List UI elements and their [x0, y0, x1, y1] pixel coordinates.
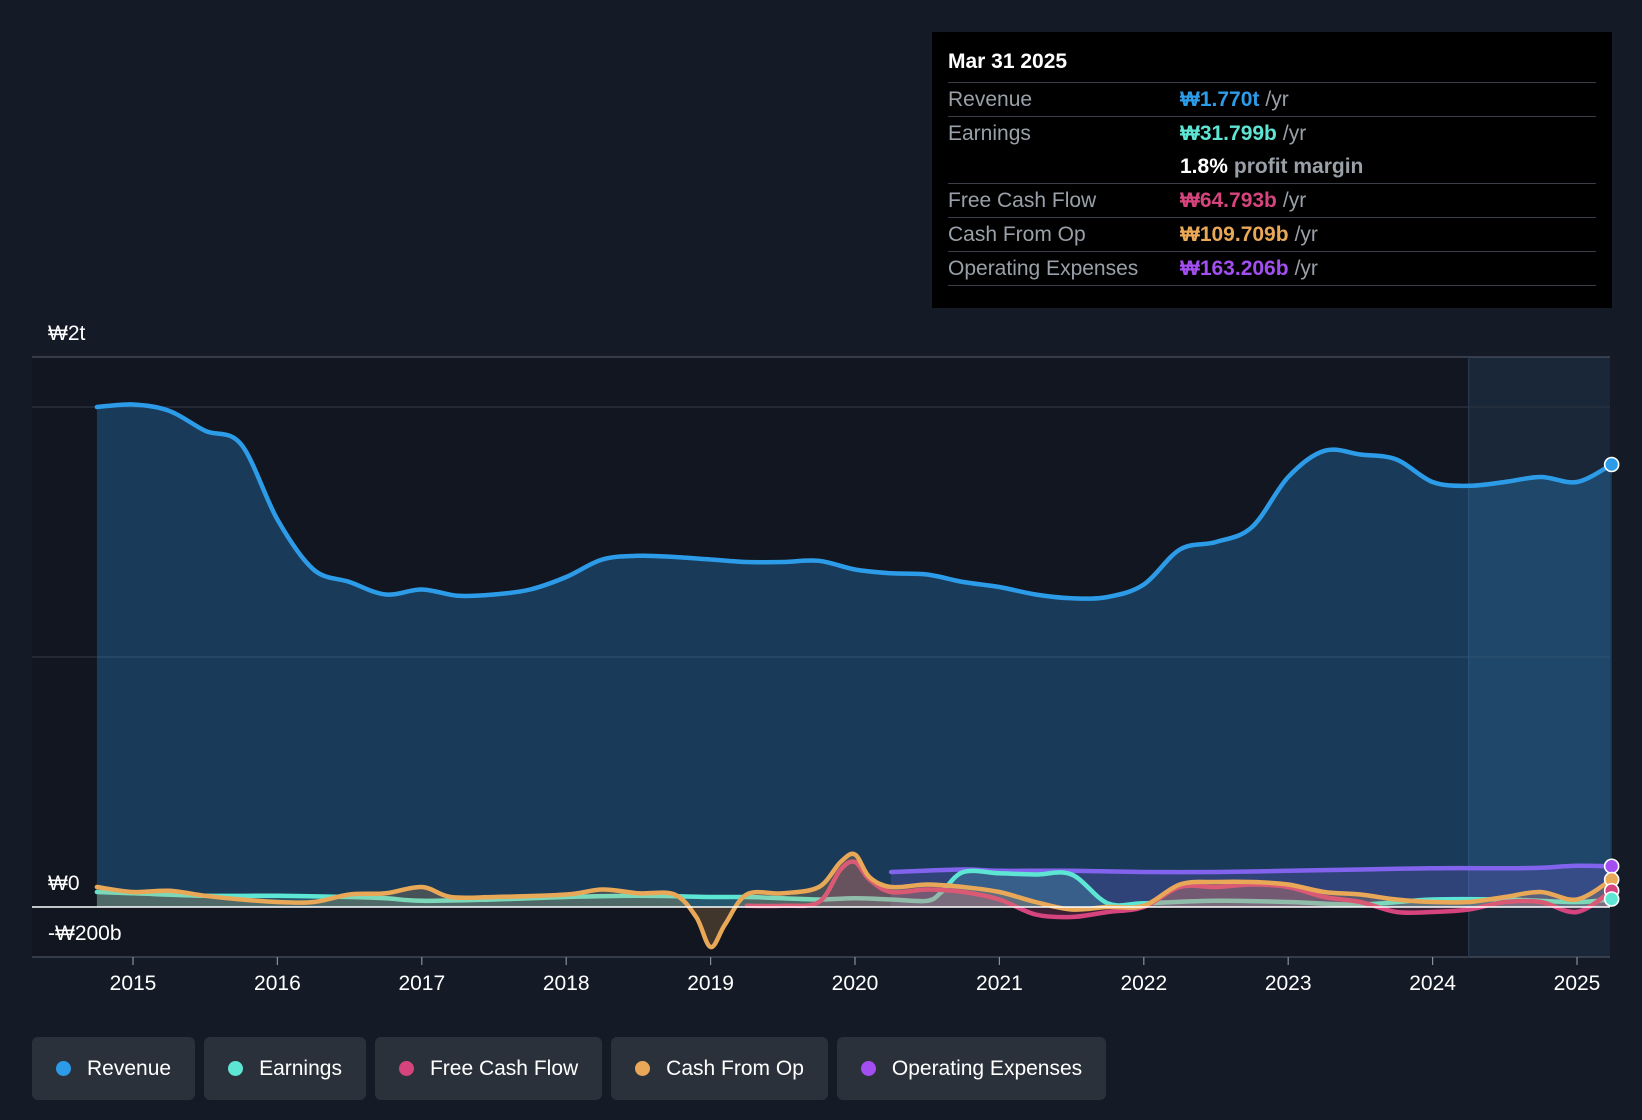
tooltip-unit: /yr [1265, 88, 1289, 111]
cash-from-op-area [96, 853, 1612, 948]
legend-item-earnings[interactable]: Earnings [204, 1037, 366, 1100]
revenue-area [96, 404, 1612, 907]
tooltip-row-free-cash-flow: Free Cash Flow ₩64.793b /yr [948, 184, 1596, 218]
operating-expenses-end-marker [1603, 858, 1620, 875]
x-tick-label: 2022 [1120, 972, 1167, 995]
cash-from-op-line [94, 851, 1614, 950]
legend-label: Operating Expenses [891, 1056, 1083, 1080]
revenue-end-marker [1603, 456, 1620, 473]
legend-label: Cash From Op [666, 1056, 804, 1080]
legend-dot-icon [228, 1061, 244, 1076]
series-layer [32, 402, 1620, 950]
x-tick-label: 2024 [1409, 972, 1456, 995]
x-tick-label: 2016 [254, 972, 301, 995]
tooltip-label: Cash From Op [948, 223, 1086, 246]
legend-dot-icon [56, 1061, 71, 1076]
tooltip-unit: /yr [1282, 189, 1307, 212]
tooltip-value: ₩1.770t [1180, 88, 1260, 111]
legend-item-operating-expenses[interactable]: Operating Expenses [836, 1037, 1107, 1100]
tooltip-row-revenue: Revenue ₩1.770t /yr [948, 83, 1596, 117]
y-tick-label: ₩2t [48, 322, 86, 345]
x-tick-label: 2015 [110, 972, 157, 995]
tooltip-unit: /yr [1282, 122, 1307, 145]
x-tick-label: 2021 [976, 972, 1023, 995]
y-tick-label: -₩200b [48, 922, 122, 945]
legend-dot-icon [635, 1061, 651, 1076]
tooltip-row-operating-expenses: Operating Expenses ₩163.206b /yr [948, 252, 1596, 286]
legend-item-cash-from-op[interactable]: Cash From Op [611, 1037, 828, 1100]
tooltip-row-profit-margin: 1.8% profit margin [948, 150, 1596, 184]
legend-dot-icon [860, 1061, 876, 1076]
legend-dot-icon [398, 1061, 414, 1076]
x-tick-label: 2020 [832, 972, 879, 995]
tooltip-value: ₩163.206b [1180, 257, 1289, 280]
tooltip: Mar 31 2025 Revenue ₩1.770t /yr Earnings… [932, 32, 1612, 308]
tooltip-date: Mar 31 2025 [948, 46, 1596, 83]
operating-expenses-line [888, 863, 1614, 875]
tooltip-value: ₩109.709b [1180, 223, 1289, 246]
earnings-line [94, 868, 1614, 908]
tooltip-value: ₩31.799b [1180, 122, 1277, 145]
tooltip-value: ₩64.793b [1180, 189, 1277, 212]
tooltip-label: Revenue [948, 88, 1033, 111]
tooltip-row-earnings: Earnings ₩31.799b /yr [948, 117, 1596, 150]
x-tick-label: 2017 [398, 972, 445, 995]
legend-label: Earnings [259, 1056, 342, 1080]
tooltip-label: Free Cash Flow [948, 189, 1097, 212]
tooltip-label: Earnings [948, 122, 1031, 145]
revenue-line [94, 402, 1614, 601]
x-tick-label: 2025 [1554, 972, 1601, 995]
tooltip-value: 1.8% [1180, 155, 1228, 178]
tooltip-label: Operating Expenses [948, 257, 1139, 280]
legend-item-revenue[interactable]: Revenue [32, 1037, 196, 1100]
axis-layer: ₩2t ₩0 -₩200b 2015 2016 2017 2018 2019 2020 2021 2… [48, 322, 1600, 995]
tooltip-unit: /yr [1294, 257, 1318, 280]
tooltip-label [948, 150, 1180, 183]
legend-label: Revenue [87, 1056, 172, 1080]
earnings-end-marker [1603, 891, 1620, 907]
tooltip-unit: profit margin [1233, 155, 1364, 178]
x-tick-label: 2019 [687, 972, 734, 995]
legend-label: Free Cash Flow [429, 1056, 579, 1080]
legend-item-free-cash-flow[interactable]: Free Cash Flow [374, 1037, 603, 1100]
tooltip-row-cash-from-op: Cash From Op ₩109.709b /yr [948, 218, 1596, 252]
x-tick-label: 2018 [543, 972, 590, 995]
gridlines [32, 356, 1610, 958]
tooltip-unit: /yr [1294, 223, 1318, 246]
legend: Revenue Earnings Free Cash Flow Cash Fro… [32, 1037, 1107, 1100]
x-tick-label: 2023 [1265, 972, 1312, 995]
y-tick-label: ₩0 [48, 872, 80, 895]
